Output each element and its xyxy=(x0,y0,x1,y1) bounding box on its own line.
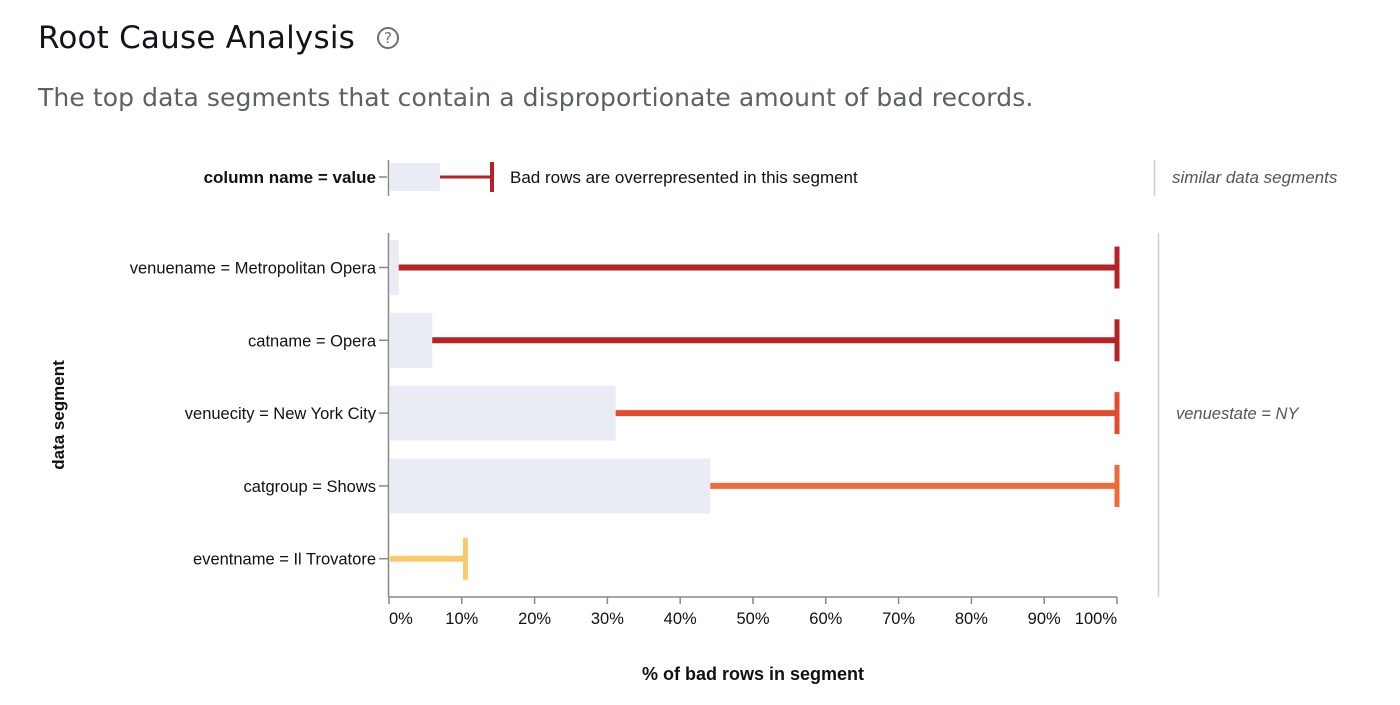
baseline-bar[interactable] xyxy=(390,385,616,441)
similar-segments-header: similar data segments xyxy=(1172,168,1338,187)
x-axis-title: % of bad rows in segment xyxy=(642,664,864,684)
baseline-bar[interactable] xyxy=(390,458,711,514)
y-tick-label: catgroup = Shows xyxy=(243,478,376,496)
bars-layer xyxy=(390,240,1120,580)
x-tick-label: 40% xyxy=(664,610,697,628)
similar-segment-label: venuestate = NY xyxy=(1176,405,1299,423)
y-axis-title: data segment xyxy=(49,360,68,470)
legend-description: Bad rows are overrepresented in this seg… xyxy=(510,168,858,187)
x-tick-label: 70% xyxy=(882,610,915,628)
baseline-bar[interactable] xyxy=(390,312,433,368)
title-row: Root Cause Analysis ? xyxy=(38,20,399,56)
similar-segments: venuestate = NY xyxy=(1176,405,1299,423)
baseline-bar[interactable] xyxy=(390,240,399,295)
y-ticks: venuename = Metropolitan Opera catname = … xyxy=(130,260,388,569)
x-tick-label: 60% xyxy=(809,610,842,628)
x-tick-label: 0% xyxy=(389,610,413,628)
y-tick-label: catname = Opera xyxy=(248,332,377,350)
x-tick-label: 30% xyxy=(591,610,624,628)
x-tick-label: 10% xyxy=(445,610,478,628)
x-tick-label: 50% xyxy=(736,610,769,628)
y-tick-label: venuename = Metropolitan Opera xyxy=(130,260,377,278)
question-circle-icon[interactable]: ? xyxy=(376,27,399,49)
page-title: Root Cause Analysis xyxy=(38,20,355,56)
x-tick-label: 90% xyxy=(1028,610,1061,628)
y-tick-label: venuecity = New York City xyxy=(185,405,377,423)
legend-baseline-swatch xyxy=(390,163,440,191)
x-tick-label: 20% xyxy=(518,610,551,628)
legend: column name = value Bad rows are overrep… xyxy=(204,160,1338,196)
y-tick-label: eventname = Il Trovatore xyxy=(193,551,376,569)
page-subtitle: The top data segments that contain a dis… xyxy=(38,83,1034,112)
x-ticks: 0% 10% 20% 30% 40% 50% 60% 70% 80% 90% 100% xyxy=(388,597,1118,628)
legend-label: column name = value xyxy=(204,168,376,187)
x-tick-label: 80% xyxy=(955,610,988,628)
x-tick-label: 100% xyxy=(1075,610,1118,628)
